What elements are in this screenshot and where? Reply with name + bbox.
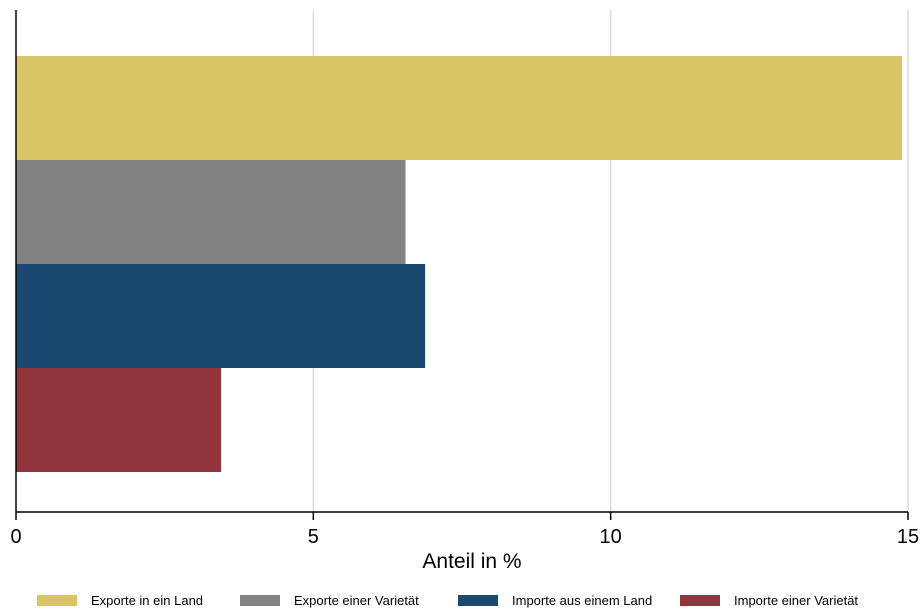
x-tick-label: 10 — [600, 526, 622, 548]
bar — [16, 368, 222, 472]
legend-item: Importe einer Varietät — [680, 593, 858, 608]
legend-swatch — [37, 595, 77, 606]
legend-swatch — [240, 595, 280, 606]
legend-item: Importe aus einem Land — [458, 593, 652, 608]
bar — [16, 264, 426, 368]
x-ticks: 0 5 10 15 — [10, 512, 919, 548]
legend-item: Exporte in ein Land — [37, 593, 203, 608]
legend-label: Exporte einer Varietät — [294, 593, 419, 608]
legend-label: Exporte in ein Land — [91, 593, 203, 608]
x-axis-title: Anteil in % — [422, 550, 521, 573]
legend-label: Importe aus einem Land — [512, 593, 652, 608]
bars — [16, 56, 903, 472]
bar — [16, 56, 903, 160]
x-tick-label: 0 — [10, 526, 21, 548]
bar — [16, 160, 406, 264]
axes — [15, 10, 908, 513]
x-tick-label: 15 — [897, 526, 919, 548]
legend: Exporte in ein Land Exporte einer Varietä… — [37, 593, 858, 608]
legend-swatch — [458, 595, 498, 606]
legend-label: Importe einer Varietät — [734, 593, 858, 608]
legend-swatch — [680, 595, 720, 606]
legend-item: Exporte einer Varietät — [240, 593, 419, 608]
x-tick-label: 5 — [308, 526, 319, 548]
